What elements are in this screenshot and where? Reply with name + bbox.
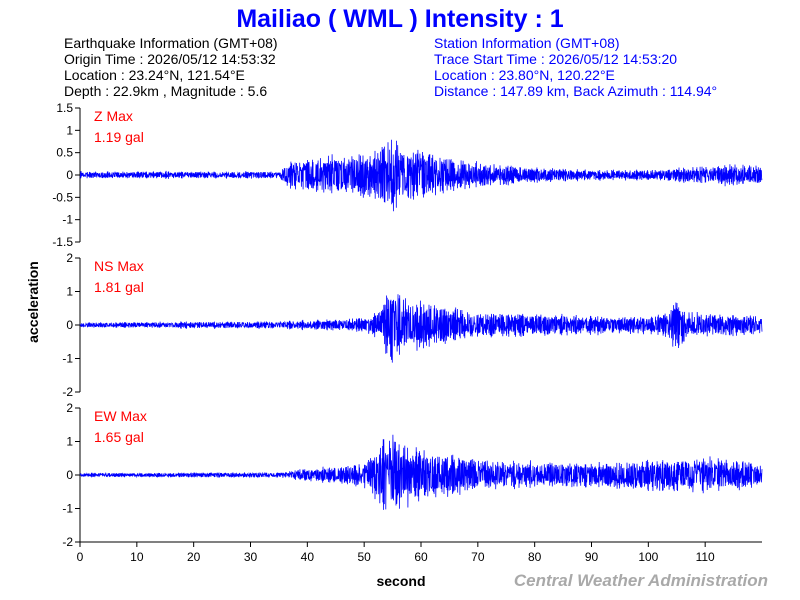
y-tick-label: 0.5: [56, 146, 73, 160]
x-tick-label: 40: [301, 550, 315, 564]
distance-azimuth: Distance : 147.89 km, Back Azimuth : 114…: [434, 83, 717, 99]
y-tick-label: 0: [66, 468, 73, 482]
y-tick-label: -1: [62, 352, 73, 366]
max-value-ew: 1.65 gal: [94, 429, 144, 445]
y-tick-label: 1: [66, 435, 73, 449]
earthquake-info-block: Earthquake Information (GMT+08) Origin T…: [64, 35, 278, 99]
origin-time: Origin Time : 2026/05/12 14:53:32: [64, 51, 276, 67]
max-label-ns: NS Max: [94, 258, 144, 274]
x-tick-label: 60: [414, 550, 428, 564]
max-label-z: Z Max: [94, 108, 133, 124]
chart-title: Mailiao ( WML ) Intensity : 1: [236, 5, 563, 33]
station-info-block: Station Information (GMT+08) Trace Start…: [434, 35, 717, 99]
panel-z: 1.5 1 0.5 0 -0.5 -1 -1.5 Z Max 1.19 gal: [52, 101, 763, 249]
y-tick-label: 1.5: [56, 101, 73, 115]
y-tick-label: -1: [62, 502, 73, 516]
waveform-trace-ns: [79, 294, 763, 363]
y-axis-label: acceleration: [25, 261, 41, 343]
y-tick-label: -2: [62, 535, 73, 549]
y-tick-label: -1: [62, 213, 73, 227]
x-tick-label: 50: [357, 550, 371, 564]
max-value-ns: 1.81 gal: [94, 279, 144, 295]
station-info-heading: Station Information (GMT+08): [434, 35, 620, 51]
x-tick-label: 70: [471, 550, 485, 564]
x-tick-label: 80: [528, 550, 542, 564]
station-location: Location : 23.80°N, 120.22°E: [434, 67, 615, 83]
y-tick-label: 0: [66, 168, 73, 182]
waveform-trace-z: [79, 139, 763, 212]
earthquake-info-heading: Earthquake Information (GMT+08): [64, 35, 278, 51]
trace-start-time: Trace Start Time : 2026/05/12 14:53:20: [434, 51, 677, 67]
y-tick-label: 1: [66, 285, 73, 299]
x-axis-label: second: [376, 573, 425, 589]
depth-magnitude: Depth : 22.9km , Magnitude : 5.6: [64, 83, 267, 99]
x-tick-label: 100: [638, 550, 658, 564]
x-tick-label: 110: [696, 550, 715, 564]
max-label-ew: EW Max: [94, 408, 147, 424]
x-tick-label: 10: [130, 550, 144, 564]
x-tick-label: 30: [244, 550, 258, 564]
x-tick-label: 90: [585, 550, 599, 564]
epicenter-location: Location : 23.24°N, 121.54°E: [64, 67, 245, 83]
y-tick-label: 0: [66, 318, 73, 332]
y-tick-label: -0.5: [52, 190, 73, 204]
y-tick-label: -2: [62, 385, 73, 399]
y-tick-label: 2: [66, 251, 73, 265]
y-tick-label: 1: [66, 123, 73, 137]
y-tick-label: -1.5: [52, 235, 73, 249]
panel-ns: 2 1 0 -1 -2 NS Max 1.81 gal: [62, 251, 763, 399]
max-value-z: 1.19 gal: [94, 129, 144, 145]
y-tick-label: 2: [66, 401, 73, 415]
waveform-trace-ew: [79, 434, 763, 510]
credit-text: Central Weather Administration: [514, 571, 768, 590]
x-tick-label: 0: [77, 550, 84, 564]
x-tick-label: 20: [187, 550, 201, 564]
